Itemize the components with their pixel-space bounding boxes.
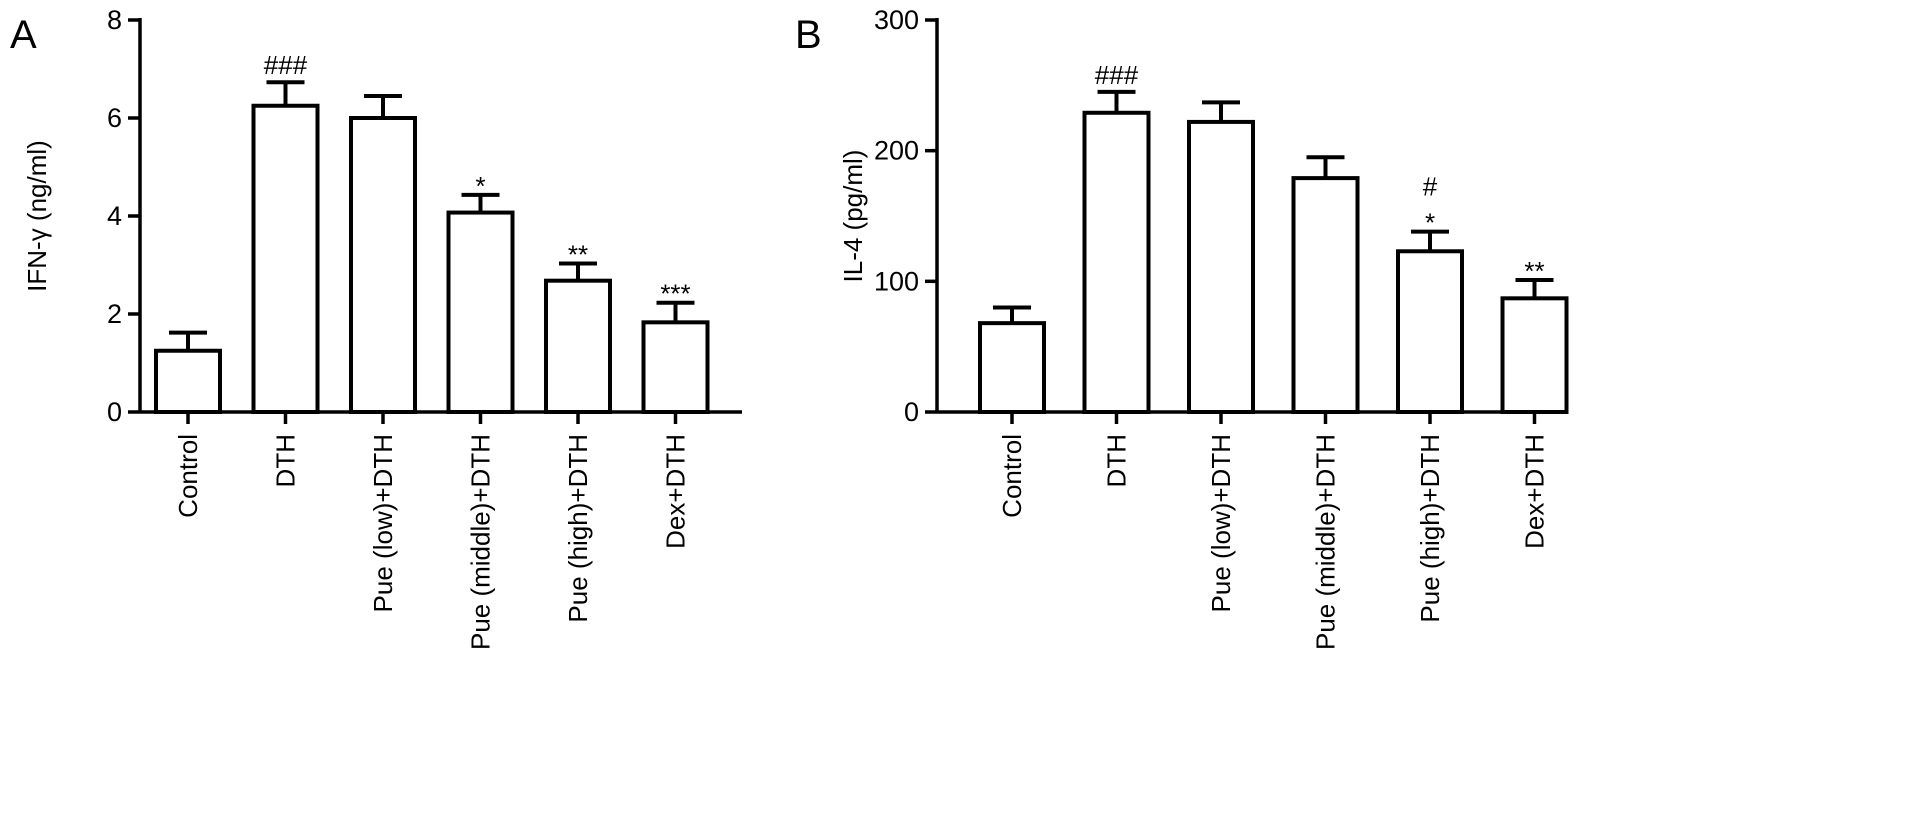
bar: [349, 116, 417, 414]
x-tick-label: Dex+DTH: [1520, 434, 1550, 549]
bar: [1291, 176, 1360, 414]
bar: [1396, 249, 1464, 414]
significance-label: #: [1423, 172, 1438, 202]
x-tick-label: Pue (middle)+DTH: [1311, 434, 1341, 650]
significance-label: **: [1524, 256, 1544, 286]
significance-label: *: [475, 171, 485, 201]
x-tick-label: Pue (middle)+DTH: [466, 434, 496, 650]
y-axis-label: IFN-γ (ng/ml): [22, 140, 52, 292]
y-tick-label: 0: [107, 397, 122, 427]
bar: [1500, 296, 1569, 415]
x-tick-label: Pue (high)+DTH: [1415, 434, 1445, 623]
significance-label: **: [568, 240, 588, 270]
x-tick-label: DTH: [1102, 434, 1132, 487]
chart-panel-b: B IL-4 (pg/ml) 0 100 200 300 Control DTH ### Pue …: [795, 5, 1569, 650]
y-tick-label: 200: [874, 136, 919, 166]
panel-letter: A: [10, 13, 37, 57]
x-tick-label: Pue (high)+DTH: [563, 434, 593, 623]
bar: [1082, 110, 1151, 414]
bar: [154, 348, 222, 414]
y-tick-label: 2: [107, 299, 122, 329]
y-tick-label: 8: [107, 5, 122, 35]
chart-panel-a: A IFN-γ (ng/ml) 0 2 4 6 8 Control DTH ### Pue (low…: [10, 5, 742, 650]
bar: [641, 320, 710, 414]
bar: [251, 103, 320, 414]
bar: [978, 321, 1046, 414]
significance-label: ***: [660, 279, 690, 309]
bar: [1187, 119, 1255, 414]
x-tick-label: Pue (low)+DTH: [1206, 434, 1236, 612]
y-tick-label: 6: [107, 103, 122, 133]
y-tick-label: 0: [904, 397, 919, 427]
y-tick-label: 100: [874, 266, 919, 296]
significance-label: *: [1425, 208, 1435, 238]
x-tick-label: Control: [173, 434, 203, 518]
y-axis-label: IL-4 (pg/ml): [838, 150, 868, 283]
x-tick-label: DTH: [271, 434, 301, 487]
x-tick-label: Control: [997, 434, 1027, 518]
significance-label: ###: [264, 50, 308, 80]
x-tick-label: Pue (low)+DTH: [368, 434, 398, 612]
y-tick-label: 300: [874, 5, 919, 35]
bar: [446, 210, 515, 414]
y-tick-label: 4: [107, 201, 122, 231]
bar: [544, 278, 612, 414]
x-tick-label: Dex+DTH: [661, 434, 691, 549]
significance-label: ###: [1095, 60, 1139, 90]
panel-letter: B: [795, 13, 822, 57]
